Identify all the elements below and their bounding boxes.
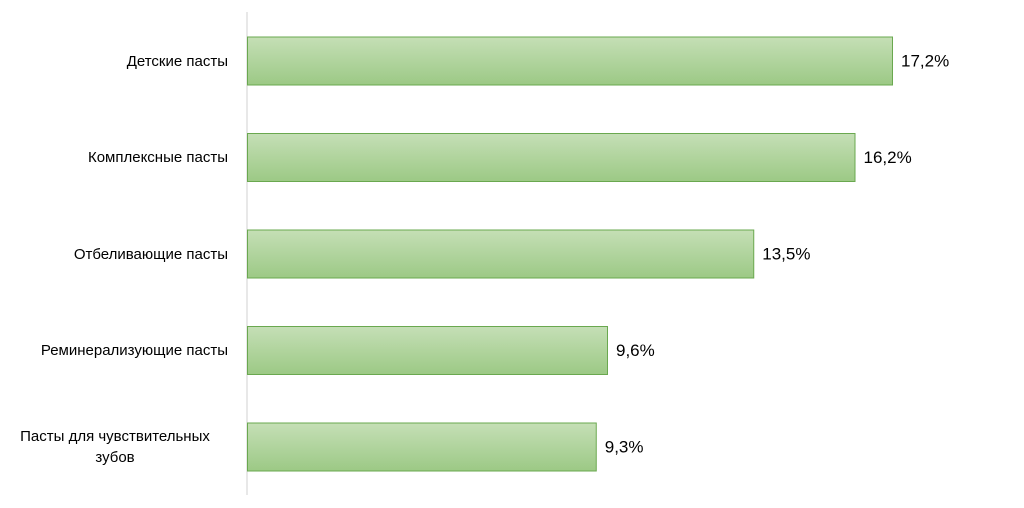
bar	[247, 133, 856, 182]
category-label: Пасты для чувствительных зубов	[20, 428, 210, 466]
category-label-box: Комплексные пасты	[0, 128, 228, 188]
value-label: 13,5%	[762, 244, 810, 263]
value-label: 17,2%	[901, 51, 949, 70]
category-label-box: Отбеливающие пасты	[0, 224, 228, 284]
bar	[247, 229, 755, 279]
bar	[247, 36, 893, 86]
value-label: 16,2%	[864, 148, 912, 167]
category-label: Детские пасты	[126, 52, 228, 70]
category-label-box: Реминерализующие пасты	[0, 321, 228, 381]
value-label: 9,3%	[605, 437, 644, 456]
value-label: 9,6%	[616, 341, 655, 360]
category-label-box: Пасты для чувствительных зубов	[0, 417, 228, 477]
bar	[247, 326, 608, 375]
category-label: Комплексные пасты	[87, 149, 228, 166]
category-label: Реминерализующие пасты	[40, 342, 228, 359]
bar	[247, 422, 597, 472]
category-label-box: Детские пасты	[0, 31, 228, 91]
category-label: Отбеливающие пасты	[73, 245, 228, 263]
